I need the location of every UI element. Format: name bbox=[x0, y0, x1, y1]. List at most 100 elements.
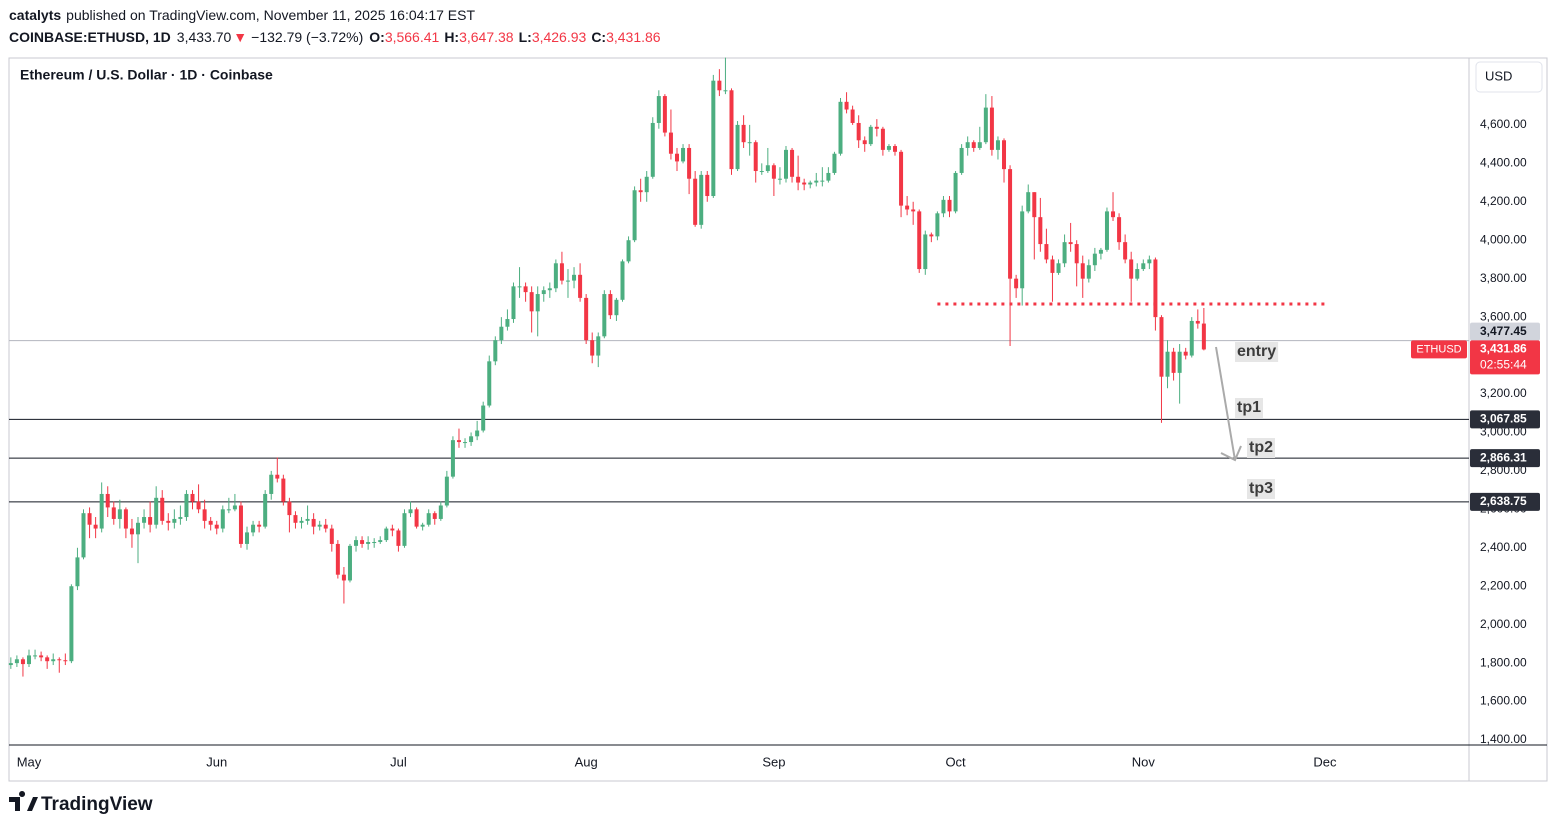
currency-box[interactable] bbox=[1475, 61, 1543, 93]
candle-body bbox=[687, 147, 692, 179]
candle-body bbox=[596, 336, 601, 356]
candle-body bbox=[251, 524, 256, 533]
candle-body bbox=[1044, 244, 1049, 260]
candle-body bbox=[808, 182, 813, 185]
candle-body bbox=[1183, 351, 1188, 356]
candle-body bbox=[45, 657, 50, 662]
candle-body bbox=[293, 515, 298, 523]
last-price-bg bbox=[1470, 340, 1540, 375]
candle-body bbox=[929, 234, 934, 237]
candle-body bbox=[493, 340, 498, 362]
candle-body bbox=[995, 140, 1000, 150]
candle-body bbox=[674, 153, 679, 162]
candle-body bbox=[87, 513, 92, 525]
ohlc-key: O: bbox=[369, 29, 385, 45]
candle-body bbox=[814, 180, 819, 183]
candle-body bbox=[717, 80, 722, 91]
candle-body bbox=[499, 326, 504, 341]
candle-body bbox=[1165, 351, 1170, 377]
candle-body bbox=[1080, 263, 1085, 279]
candle-body bbox=[626, 240, 631, 262]
y-tick-label: 1,600.00 bbox=[1480, 694, 1527, 708]
candle-body bbox=[844, 101, 849, 110]
candle-body bbox=[154, 497, 159, 525]
candle-body bbox=[27, 655, 31, 665]
y-tick-label: 2,400.00 bbox=[1480, 540, 1527, 554]
candle-body bbox=[505, 319, 510, 327]
candle-body bbox=[947, 199, 952, 212]
plot: 1,400.00 1,600.00 1,800.00 2,000.00 2,200.00… bbox=[8, 57, 1540, 769]
candle-body bbox=[638, 190, 643, 193]
y-tick-label: 3,800.00 bbox=[1480, 271, 1527, 285]
candle-body bbox=[123, 509, 128, 529]
level-label-bg bbox=[1470, 449, 1540, 468]
candle-body bbox=[741, 124, 746, 143]
candle-body bbox=[481, 405, 486, 431]
chart-title: Ethereum / U.S. Dollar · 1D · Coinbase bbox=[20, 67, 273, 83]
candle-body bbox=[378, 540, 383, 543]
candle-body bbox=[142, 517, 147, 523]
ohlc-key: L: bbox=[519, 29, 532, 45]
candle-body bbox=[202, 509, 207, 521]
ohlc-value: 3,647.38 bbox=[459, 29, 514, 45]
candle-body bbox=[1153, 259, 1158, 318]
candle-body bbox=[735, 124, 740, 170]
candle-body bbox=[784, 149, 788, 179]
candle-body bbox=[269, 474, 274, 494]
candle-body bbox=[99, 493, 104, 529]
arrow bbox=[1215, 346, 1242, 462]
level-label: 3,067.85 bbox=[1480, 412, 1527, 426]
candle-body bbox=[347, 545, 352, 581]
candle-body bbox=[856, 122, 861, 141]
candle-body bbox=[614, 299, 619, 316]
symbol-tag: ETHUSD bbox=[1416, 343, 1461, 355]
y-tick-label: 4,200.00 bbox=[1480, 194, 1527, 208]
ohlc-value: 3,431.86 bbox=[606, 29, 661, 45]
candle-body bbox=[196, 501, 201, 510]
annotation: tp2 bbox=[1249, 439, 1273, 456]
y-tick-label: 4,600.00 bbox=[1480, 117, 1527, 131]
candle-body bbox=[117, 509, 122, 519]
x-tick-label: Oct bbox=[945, 754, 966, 769]
candle-body bbox=[8, 663, 13, 666]
ohlc-value: 3,566.41 bbox=[385, 29, 440, 45]
candle-body bbox=[1050, 259, 1055, 273]
candle-body bbox=[1020, 211, 1025, 289]
candle-body bbox=[547, 288, 552, 291]
candle-body bbox=[33, 655, 38, 657]
candle-body bbox=[1068, 242, 1073, 245]
candle-body bbox=[487, 361, 492, 406]
annotation: tp1 bbox=[1237, 399, 1261, 416]
candle-body bbox=[699, 174, 704, 225]
candle-body bbox=[511, 286, 516, 320]
candle-body bbox=[620, 261, 625, 300]
x-tick-label: Jul bbox=[390, 754, 407, 769]
candle-body bbox=[148, 517, 153, 525]
annotation-bg bbox=[1247, 438, 1275, 458]
x-tick-label: Jun bbox=[206, 754, 227, 769]
annotation-bg bbox=[1235, 398, 1263, 418]
candle-body bbox=[578, 274, 583, 298]
candle-body bbox=[765, 165, 770, 172]
candle-body bbox=[983, 107, 988, 143]
arrow-shaft bbox=[1215, 346, 1236, 461]
candle-body bbox=[14, 659, 19, 664]
candle-body bbox=[759, 171, 764, 173]
candle-body bbox=[517, 286, 522, 288]
candle-body bbox=[226, 509, 231, 511]
candle-body bbox=[650, 122, 655, 177]
candle-body bbox=[559, 263, 564, 281]
candle-body bbox=[1014, 278, 1019, 289]
candle-body bbox=[1056, 263, 1061, 273]
candle-body bbox=[723, 90, 728, 92]
candle-body bbox=[190, 493, 195, 502]
candle-body bbox=[541, 290, 546, 295]
candle-body bbox=[705, 174, 710, 197]
candle-body bbox=[850, 109, 855, 123]
y-tick-label: 3,200.00 bbox=[1480, 386, 1527, 400]
candle-body bbox=[299, 520, 304, 523]
candle-body bbox=[1171, 351, 1176, 373]
candle-body bbox=[366, 542, 371, 544]
countdown: 02:55:44 bbox=[1480, 358, 1527, 372]
